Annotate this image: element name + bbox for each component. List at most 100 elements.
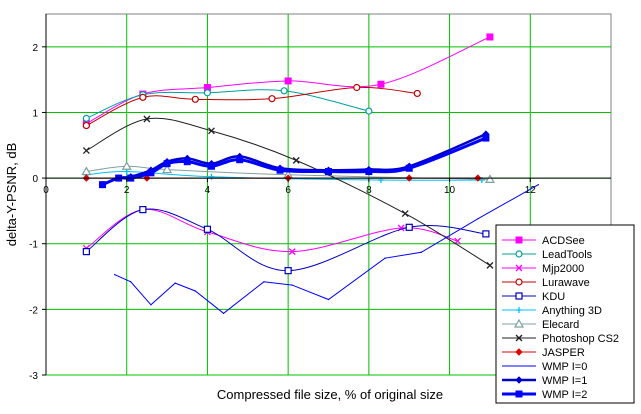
data-point-wmp-i-2 (365, 168, 373, 176)
legend-entry-wmp-i-2: WMP I=2 (502, 389, 587, 401)
x-tick-label: 10 (444, 185, 456, 196)
series-elecard (81, 161, 495, 184)
data-point-lurawave (413, 89, 421, 98)
legend-label: Mjp2000 (542, 263, 584, 275)
data-point-wmp-i-2 (99, 181, 106, 189)
legend-label: WMP I=0 (542, 361, 587, 373)
legend-swatch-marker (515, 334, 523, 342)
data-point-leadtools (280, 87, 288, 95)
legend-swatch-marker (515, 390, 523, 398)
legend-entry-elecard: Elecard (502, 318, 579, 331)
legend-entry-wmp-i-1: WMP I=1 (502, 375, 587, 387)
legend-label: Lurawave (542, 277, 590, 289)
x-tick-label: 12 (525, 185, 537, 196)
legend-swatch-marker (515, 348, 523, 356)
data-point-leadtools (82, 114, 90, 122)
legend-swatch-marker (513, 318, 525, 328)
data-point-anything-3d (208, 173, 215, 180)
legend-entry-jasper: JASPER (502, 347, 585, 359)
data-point-wmp-i-2 (482, 134, 490, 142)
legend-label: ACDSee (542, 235, 585, 247)
data-point-wmp-i-2 (163, 160, 171, 168)
legend-label: Photoshop CS2 (542, 333, 619, 345)
data-point-wmp-i-2 (325, 168, 332, 176)
series-leadtools (82, 87, 373, 122)
y-axis-label: delta-Y-PSNR, dB (4, 143, 19, 247)
legend-label: Elecard (542, 319, 579, 331)
y-tick-label: 0 (32, 174, 38, 185)
data-point-elecard (162, 164, 173, 174)
data-point-acdsee (377, 80, 385, 88)
data-point-leadtools (365, 107, 373, 115)
x-tick-label: 8 (366, 185, 372, 196)
data-point-wmp-i-2 (147, 169, 155, 177)
data-point-kdu (139, 205, 147, 214)
y-tick-label: -3 (29, 371, 38, 382)
data-point-wmp-i-2 (207, 162, 215, 170)
data-point-wmp-i-2 (183, 158, 191, 166)
data-point-kdu (284, 267, 292, 275)
legend-entry-photoshop-cs2: Photoshop CS2 (502, 333, 619, 345)
series-kdu (82, 205, 490, 275)
legend-swatch-marker (515, 376, 523, 384)
legend-label: Anything 3D (542, 305, 602, 317)
y-tick-label: -1 (29, 240, 38, 251)
legend-swatch-marker (515, 292, 523, 300)
series-line-anything-3d (86, 171, 482, 181)
legend-label: WMP I=1 (542, 375, 587, 387)
legend-entry-kdu: KDU (502, 291, 565, 303)
data-point-acdsee (486, 33, 494, 41)
legend-swatch-marker (515, 250, 523, 258)
data-point-mjp2000 (288, 248, 296, 256)
data-point-photoshop-cs2 (401, 210, 409, 217)
series-wmp-i-0 (114, 184, 539, 314)
legend: ACDSee LeadTools Mjp2000 Lurawave KDU Anythin… (495, 224, 635, 404)
data-point-photoshop-cs2 (208, 127, 215, 135)
legend-entry-wmp-i-0: WMP I=0 (502, 361, 587, 373)
data-point-kdu (405, 223, 413, 231)
data-point-wmp-i-2 (276, 166, 284, 174)
data-point-wmp-i-2 (236, 156, 244, 164)
data-point-photoshop-cs2 (292, 156, 300, 164)
legend-entry-anything-3d: Anything 3D (502, 305, 602, 317)
data-point-lurawave (82, 121, 90, 130)
data-point-photoshop-cs2 (486, 261, 494, 269)
legend-swatch-marker (515, 236, 523, 244)
data-point-photoshop-cs2 (82, 147, 90, 154)
x-tick-label: 0 (43, 185, 49, 196)
data-point-acdsee (284, 77, 292, 85)
data-point-kdu (203, 225, 212, 233)
series-lurawave (82, 83, 421, 130)
data-point-lurawave (139, 93, 147, 101)
legend-label: LeadTools (542, 249, 593, 261)
x-tick-label: 6 (285, 185, 291, 196)
x-tick-label: 2 (124, 185, 130, 196)
legend-swatch-marker (516, 307, 522, 313)
y-tick-label: 2 (32, 43, 38, 54)
legend-label: KDU (542, 291, 565, 303)
legend-label: WMP I=2 (542, 389, 587, 401)
data-point-wmp-i-2 (405, 164, 413, 172)
legend-swatch-marker (515, 278, 523, 286)
x-axis-label: Compressed file size, % of original size (217, 387, 443, 402)
data-point-elecard (484, 174, 495, 184)
legend-swatch-marker (515, 264, 523, 272)
data-point-kdu (82, 248, 90, 256)
data-point-leadtools (203, 89, 212, 97)
series-photoshop-cs2 (82, 115, 494, 269)
data-point-lurawave (191, 95, 199, 103)
legend-entry-leadtools: LeadTools (502, 249, 593, 261)
legend-entry-lurawave: Lurawave (502, 277, 590, 289)
legend-label: JASPER (542, 347, 585, 359)
y-tick-label: 1 (32, 108, 38, 119)
legend-entry-acdsee: ACDSee (502, 235, 585, 247)
y-tick-label: -2 (29, 305, 38, 316)
data-point-elecard (121, 161, 132, 170)
data-point-lurawave (353, 83, 361, 92)
legend-entry-mjp2000: Mjp2000 (502, 263, 584, 275)
data-point-lurawave (268, 95, 276, 103)
data-point-kdu (482, 230, 490, 238)
x-tick-label: 4 (205, 185, 211, 196)
